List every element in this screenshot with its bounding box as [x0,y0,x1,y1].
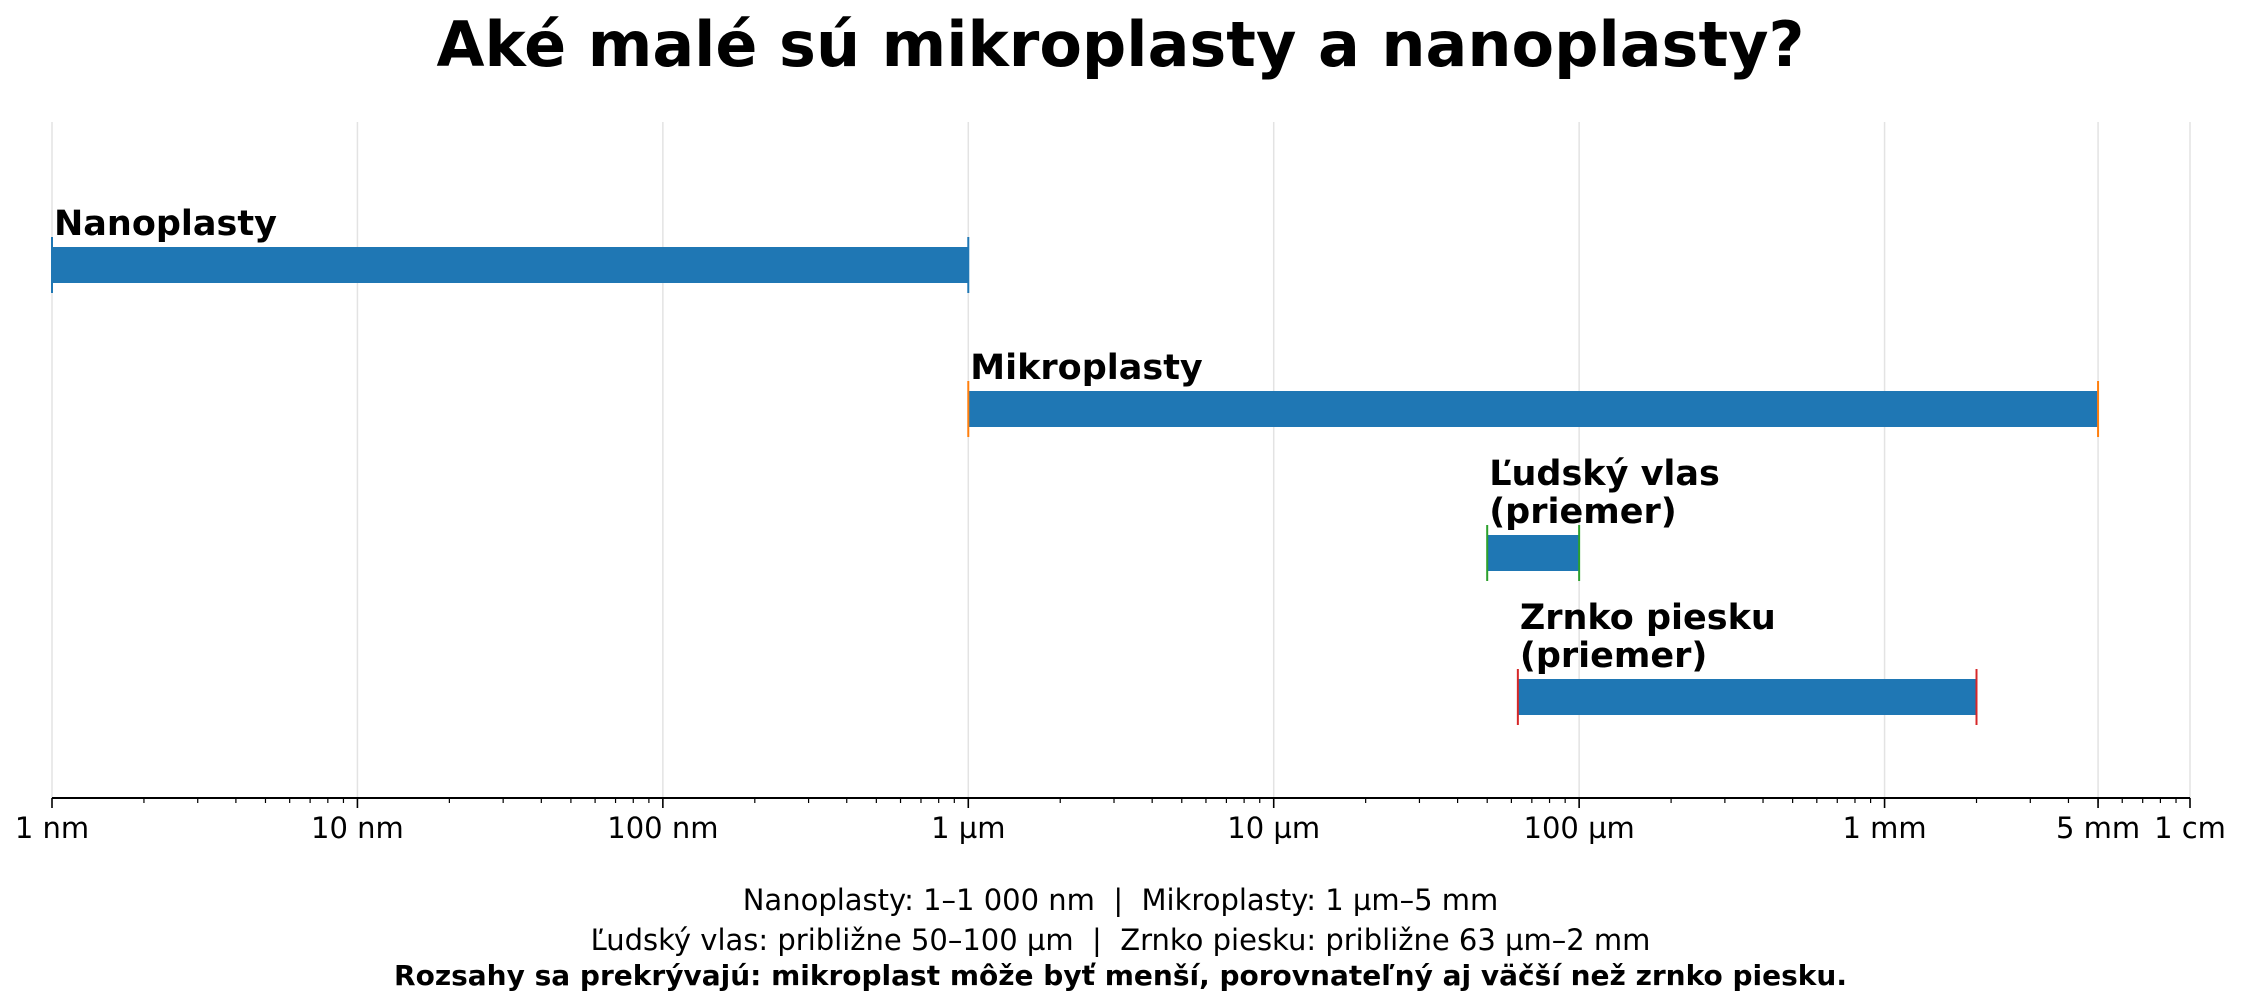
range-label-2: Ľudský vlas (priemer) [1489,454,1720,532]
range-label-3: Zrnko piesku (priemer) [1520,598,1776,676]
note-sizes-hair-sand: Ľudský vlas: približne 50–100 µm | Zrnko… [590,923,1651,957]
tick-label-0: 1 nm [15,811,89,845]
tick-label-4: 10 µm [1227,811,1320,845]
range-bar-1 [968,391,2099,427]
range-label-0: Nanoplasty [54,204,277,244]
tick-label-1: 10 nm [311,811,404,845]
range-chart: Nanoplasty Mikroplasty Ľudský vlas (priemer… [15,122,2226,845]
range-bar-0 [52,247,969,283]
tick-label-7: 5 mm [2056,811,2140,845]
range-bars: Nanoplasty Mikroplasty Ľudský vlas (priemer… [51,204,2100,725]
tick-label-8: 1 cm [2154,811,2226,845]
tick-label-5: 100 µm [1524,811,1635,845]
range-bar-2 [1487,535,1580,571]
range-label-1: Mikroplasty [970,348,1203,388]
range-bar-3 [1517,679,1977,715]
note-overlap: Rozsahy sa prekrývajú: mikroplast môže b… [394,959,1847,992]
tick-label-3: 1 µm [931,811,1005,845]
chart-title: Aké malé sú mikroplasty a nanoplasty? [436,8,1805,81]
x-axis: 1 nm 10 nm 100 nm 1 µm 10 µm 100 µm 1 mm 5 mm 1 … [15,797,2226,845]
note-sizes-plastics: Nanoplasty: 1–1 000 nm | Mikroplasty: 1 … [742,883,1499,917]
tick-label-2: 100 nm [607,811,718,845]
tick-label-6: 1 mm [1842,811,1926,845]
